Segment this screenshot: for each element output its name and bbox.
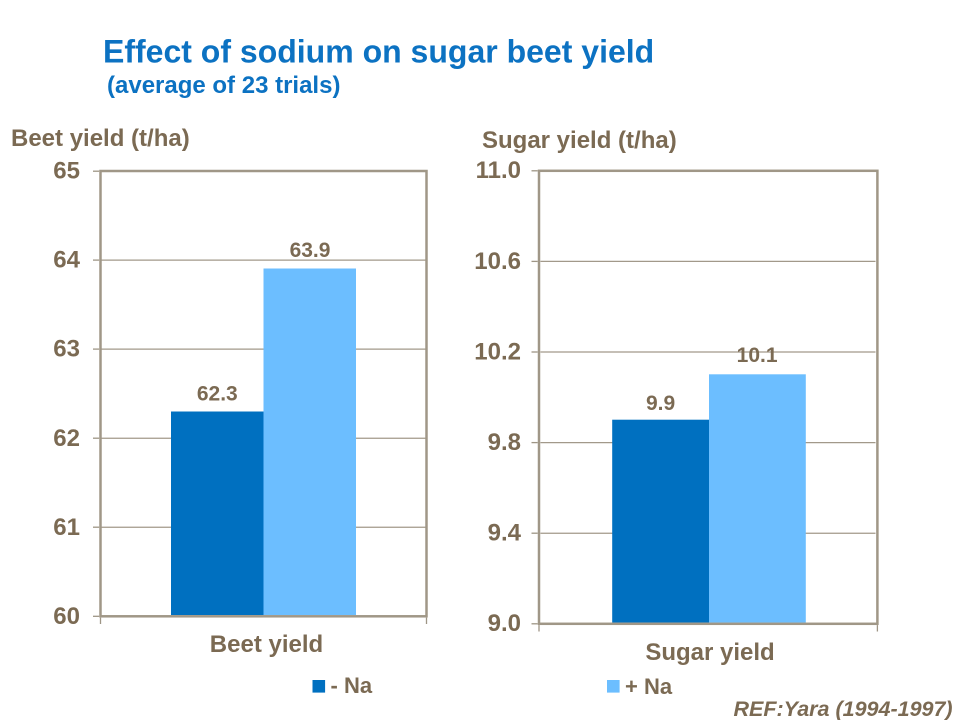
svg-text:63.9: 63.9: [290, 239, 331, 262]
svg-text:- Na: - Na: [331, 673, 373, 698]
svg-text:63: 63: [53, 336, 80, 363]
svg-text:9.4: 9.4: [488, 520, 522, 547]
svg-text:(average of 23 trials): (average of 23 trials): [107, 72, 340, 99]
svg-text:64: 64: [53, 247, 80, 274]
svg-text:60: 60: [53, 603, 80, 630]
svg-text:9.9: 9.9: [646, 392, 675, 415]
svg-text:Sugar yield: Sugar yield: [645, 639, 774, 666]
svg-text:10.6: 10.6: [474, 248, 521, 275]
svg-text:Effect of sodium on sugar beet: Effect of sodium on sugar beet yield: [103, 33, 654, 69]
svg-text:9.0: 9.0: [488, 610, 521, 637]
svg-text:9.8: 9.8: [488, 429, 521, 456]
svg-text:10.2: 10.2: [474, 338, 521, 365]
svg-text:Beet yield: Beet yield: [210, 631, 323, 658]
svg-text:10.1: 10.1: [737, 344, 778, 367]
svg-text:Sugar yield (t/ha): Sugar yield (t/ha): [482, 127, 677, 154]
svg-text:Beet yield (t/ha): Beet yield (t/ha): [11, 125, 190, 152]
svg-text:11.0: 11.0: [476, 157, 521, 184]
svg-text:61: 61: [53, 514, 80, 541]
svg-text:65: 65: [53, 158, 80, 185]
svg-text:REF:Yara (1994-1997): REF:Yara (1994-1997): [734, 697, 953, 720]
svg-text:62: 62: [53, 425, 80, 452]
svg-text:62.3: 62.3: [197, 383, 238, 406]
svg-text:+ Na: + Na: [625, 674, 673, 699]
